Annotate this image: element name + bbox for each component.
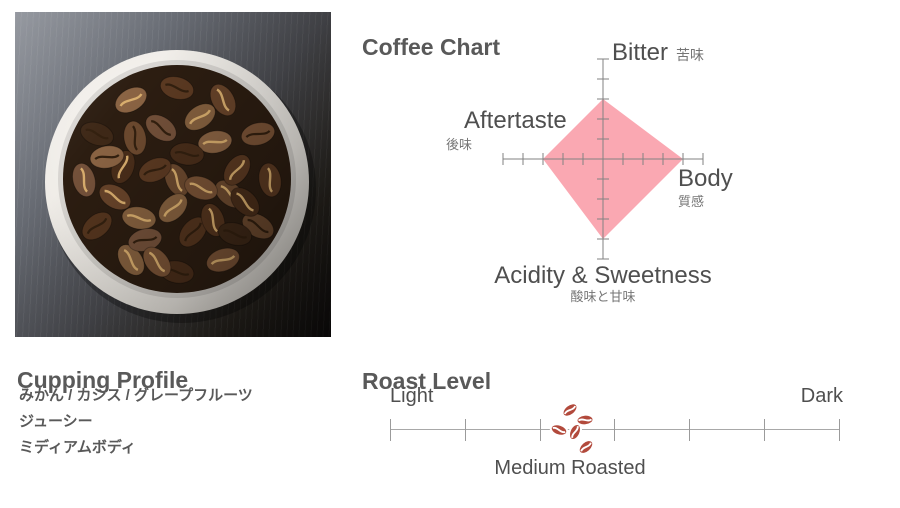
bitter-label: Bitter <box>612 39 669 66</box>
radar-polygon <box>543 99 683 239</box>
acidity-label: Acidity & Sweetness <box>494 262 712 289</box>
axis-label-acidity: Acidity & Sweetness 酸味と甘味 <box>453 263 753 304</box>
roast-scale-ticks <box>390 419 840 441</box>
axis-label-bitter: Bitter 苦味 <box>612 40 704 65</box>
body-label-ja: 質感 <box>678 194 705 209</box>
acidity-label-ja: 酸味と甘味 <box>570 289 636 305</box>
cupping-profile-list: みかん / カシス / グレープフルーツ ジューシー ミディアムボディ <box>19 383 253 461</box>
coffee-chart-title: Coffee Chart <box>362 34 501 61</box>
radar-ticks <box>502 58 704 260</box>
cupping-note-juicy: ジューシー <box>19 413 93 430</box>
roast-level-title: Roast Level <box>362 368 492 395</box>
body-label: Body <box>678 165 733 192</box>
coffee-beans-photo <box>15 12 331 337</box>
radar-plot <box>502 58 704 260</box>
roast-scale <box>390 401 840 457</box>
aftertaste-label-ja: 後味 <box>446 137 473 152</box>
cupping-note-body: ミディアムボディ <box>19 439 136 456</box>
photo-lighting-overlay <box>15 12 331 337</box>
cupping-note-flavors: みかん / カシス / グレープフルーツ <box>19 387 253 404</box>
cupping-profile-title: Cupping Profile <box>17 367 189 394</box>
aftertaste-label: Aftertaste <box>464 107 567 134</box>
roast-min-label: Light <box>390 385 434 407</box>
bitter-label-ja: 苦味 <box>676 47 705 63</box>
roast-max-label: Dark <box>800 385 843 407</box>
coffee-beans-icon <box>548 401 597 457</box>
roast-value-label: Medium Roasted <box>494 457 646 479</box>
